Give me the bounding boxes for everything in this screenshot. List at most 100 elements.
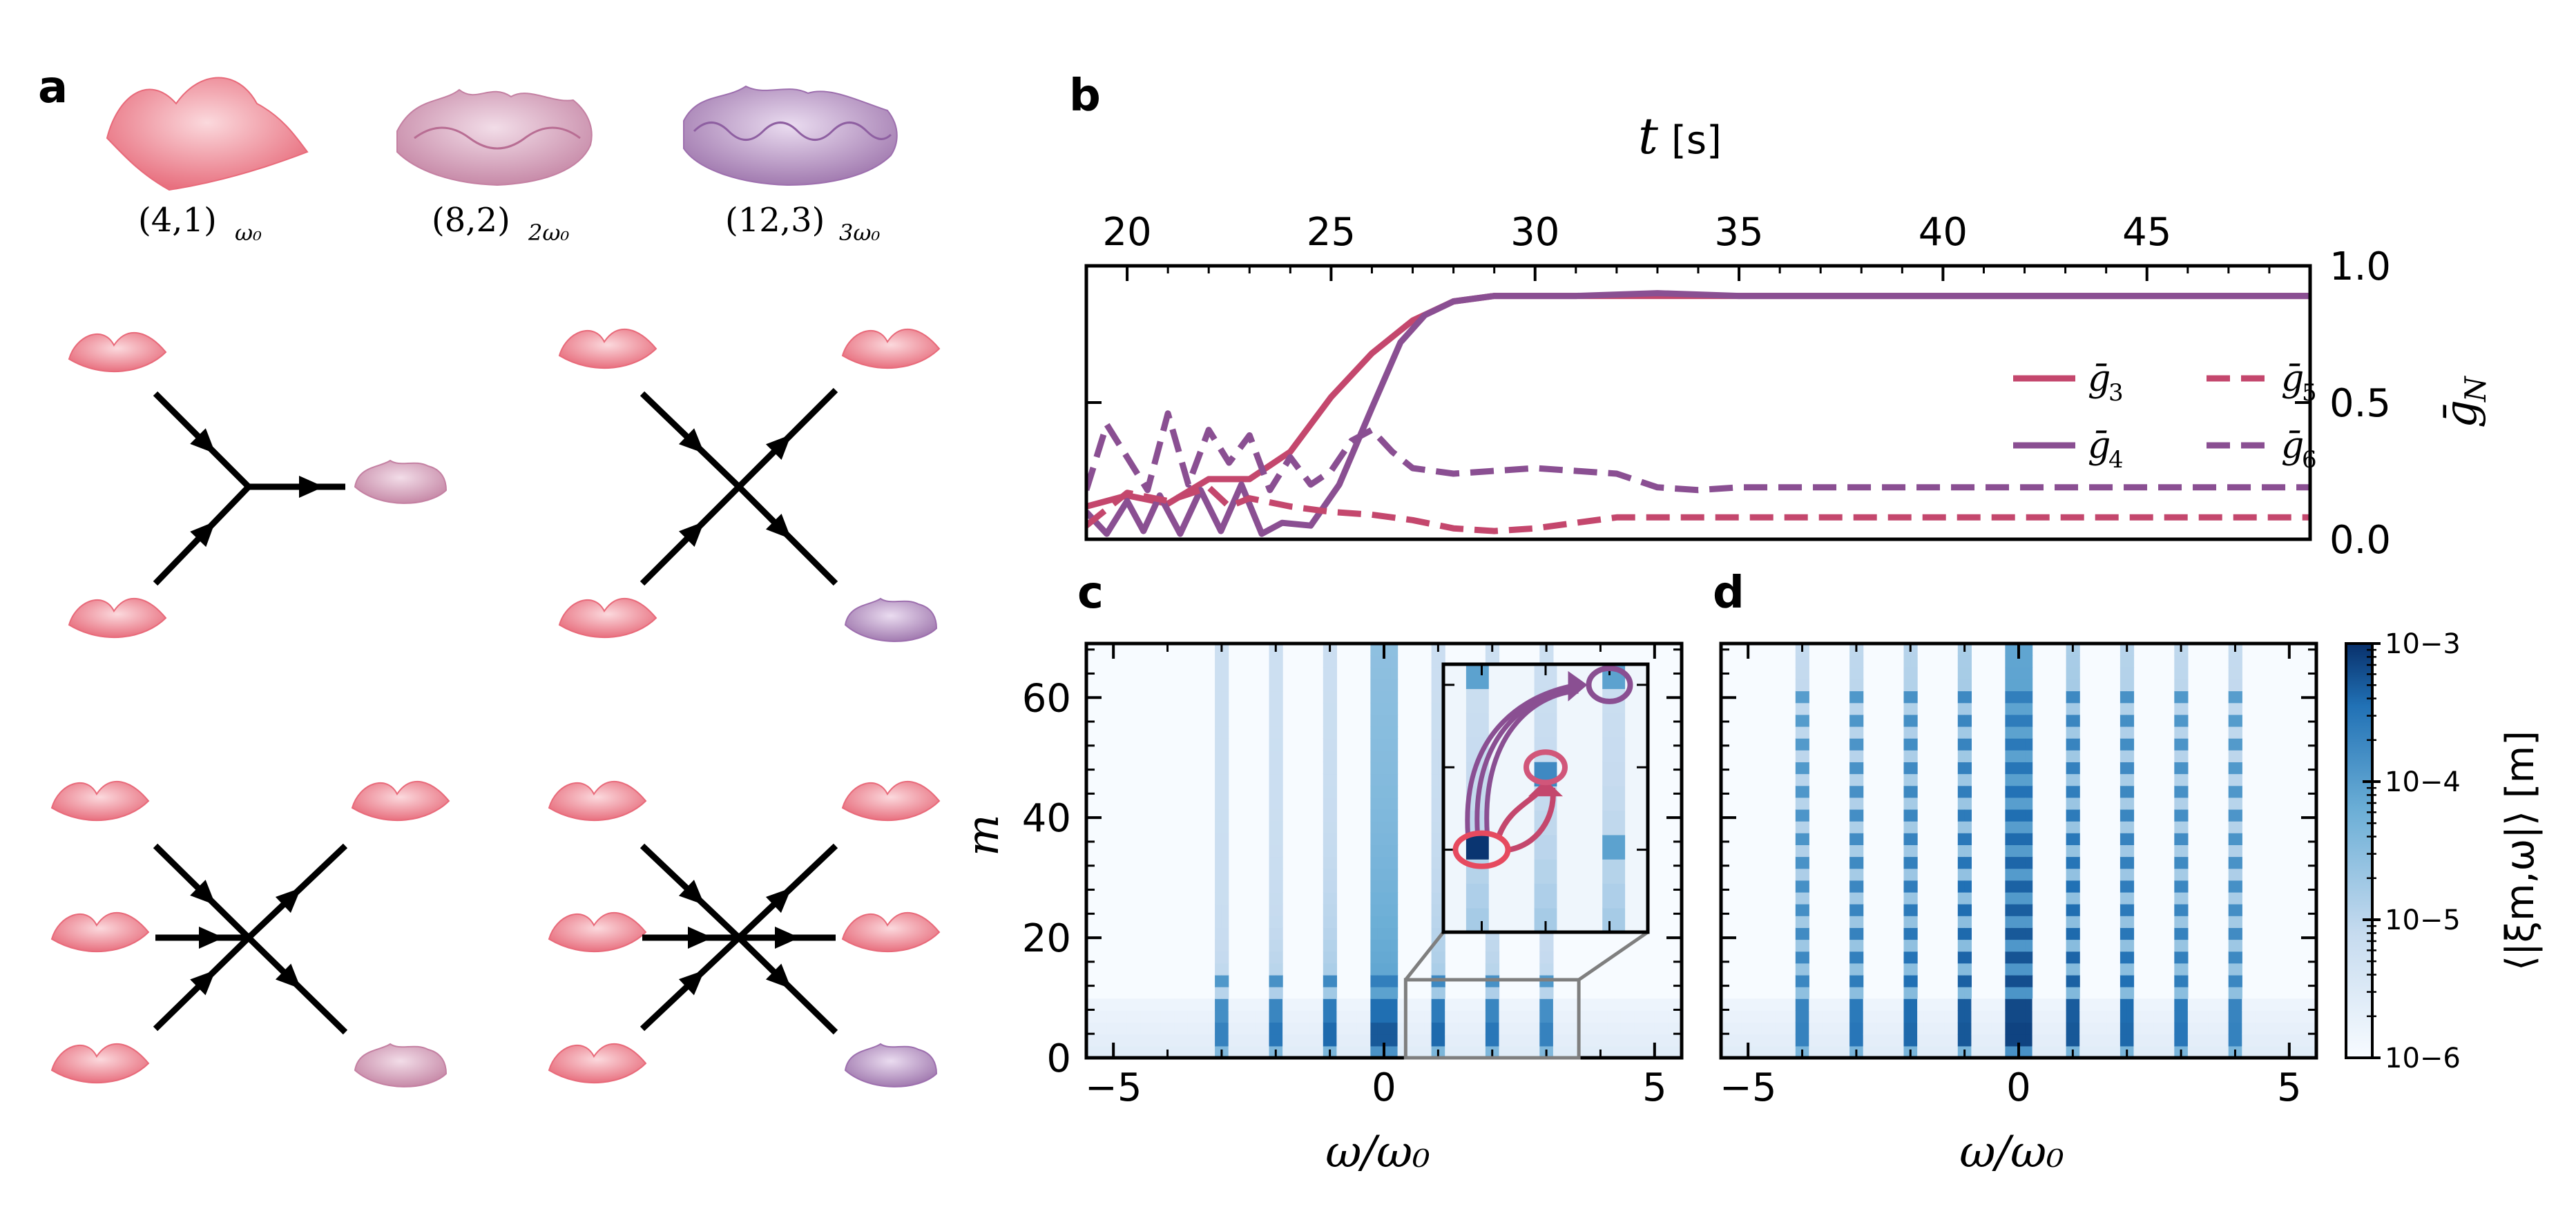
heat-cell xyxy=(1648,1034,1655,1047)
heat-cell xyxy=(1890,1034,1898,1047)
inset-cell xyxy=(1557,859,1580,884)
series-g6 xyxy=(1086,410,2310,494)
heat-cell xyxy=(2019,1034,2026,1047)
heat-cell xyxy=(2005,904,2012,916)
heat-cell xyxy=(1181,1034,1189,1047)
heat-cell xyxy=(1856,714,1864,727)
heat-cell xyxy=(1627,1034,1635,1047)
heat-cell xyxy=(1370,690,1378,704)
heat-cell xyxy=(2221,1045,2229,1058)
heat-cell xyxy=(1910,904,1918,916)
heat-cell xyxy=(1957,833,1965,845)
heat-cell xyxy=(2012,951,2019,964)
heat-cell xyxy=(1951,1010,1959,1023)
inset-cell xyxy=(1443,883,1467,909)
heat-cell xyxy=(1836,1022,1843,1035)
heat-cell xyxy=(1849,1034,1857,1047)
heat-cell xyxy=(2140,998,2148,1011)
heat-cell xyxy=(2025,987,2033,999)
inset-cell xyxy=(1443,810,1467,835)
heat-cell xyxy=(2025,939,2033,952)
heat-cell xyxy=(1377,655,1385,668)
heat-cell xyxy=(1795,951,1803,964)
heat-cell xyxy=(2228,726,2236,739)
heat-cell xyxy=(1822,1010,1830,1023)
heat-cell xyxy=(2235,916,2242,928)
heat-cell xyxy=(1343,1045,1351,1058)
heat-cell xyxy=(1221,916,1229,928)
heat-cell xyxy=(1370,1022,1378,1035)
heat-cell xyxy=(1390,1010,1398,1023)
panel-d-ticks: −5 0 5 xyxy=(1720,644,2316,1110)
diagram2-in-wave-top xyxy=(558,329,657,369)
heat-cell xyxy=(2215,1010,2222,1023)
heat-cell xyxy=(1627,1022,1635,1035)
heat-cell xyxy=(1390,844,1398,858)
inset-cell xyxy=(1443,713,1467,738)
heat-cell xyxy=(2005,738,2012,751)
heat-cell xyxy=(1336,1034,1344,1047)
heat-cell xyxy=(1215,797,1222,810)
heat-cell xyxy=(1836,1010,1843,1023)
heat-cell xyxy=(1154,1045,1162,1058)
heat-cell xyxy=(2194,1045,2202,1058)
heat-cell xyxy=(1276,726,1283,739)
heat-cell xyxy=(1648,1010,1655,1023)
heat-cell xyxy=(1276,880,1283,893)
heat-cell xyxy=(2228,975,2236,987)
heat-cell xyxy=(1512,1034,1520,1047)
heat-cell xyxy=(2242,1045,2249,1058)
heat-cell xyxy=(1276,904,1283,916)
heat-cell xyxy=(2235,856,2242,869)
heat-cell xyxy=(1174,1034,1182,1047)
heat-cell xyxy=(2228,904,2236,916)
heat-cell xyxy=(1390,868,1398,881)
inset-mode-ellipse-2 xyxy=(1524,749,1568,786)
heat-cell xyxy=(2249,1045,2256,1058)
heat-cell xyxy=(1479,998,1486,1011)
diagram1-leg-top-arrow xyxy=(190,428,215,454)
heat-cell xyxy=(2133,1045,2141,1058)
heat-cell xyxy=(2066,762,2073,775)
heat-cell xyxy=(1917,1034,1925,1047)
heat-cell xyxy=(2046,1045,2053,1058)
heat-cell xyxy=(1499,1010,1506,1023)
heat-cell xyxy=(1316,998,1324,1011)
heat-cell xyxy=(2005,714,2012,727)
heat-cell xyxy=(1795,904,1803,916)
heat-cell xyxy=(1329,1045,1337,1058)
heat-cell xyxy=(1802,1022,1809,1035)
heat-cell xyxy=(2019,904,2026,916)
heat-cell xyxy=(2126,1022,2135,1035)
heat-cell xyxy=(2079,1010,2087,1023)
heat-cell xyxy=(1593,998,1602,1011)
heat-cell xyxy=(1140,1045,1148,1058)
heat-cell xyxy=(1856,1022,1864,1035)
heat-cell xyxy=(1431,904,1439,916)
heat-cell xyxy=(1323,655,1331,668)
heat-cell xyxy=(1546,655,1554,668)
b-xtick-label: 40 xyxy=(1919,210,1968,255)
inset-cell xyxy=(1443,737,1467,762)
heat-cell xyxy=(2066,655,2073,668)
heat-cell xyxy=(2126,1034,2135,1047)
heat-cell xyxy=(1634,998,1642,1011)
heat-cell xyxy=(2181,927,2189,940)
heat-cell xyxy=(1377,750,1385,762)
mode-4-1-surface xyxy=(106,77,309,191)
heat-cell xyxy=(1431,868,1439,881)
mode-12-3-surface xyxy=(683,85,898,186)
heat-cell xyxy=(1539,998,1547,1011)
heat-cell xyxy=(1910,927,1918,940)
heat-cell xyxy=(1903,679,1911,692)
heat-cell xyxy=(1903,975,1911,987)
heat-cell xyxy=(2120,679,2128,692)
heat-cell xyxy=(2126,833,2135,845)
heat-cell xyxy=(2012,714,2019,727)
heat-cell xyxy=(1201,1045,1209,1058)
heat-cell xyxy=(1215,1045,1222,1058)
heat-cell xyxy=(1620,998,1628,1011)
heat-cell xyxy=(2025,927,2033,940)
heat-cell xyxy=(2025,856,2033,869)
heat-cell xyxy=(1397,1045,1405,1058)
